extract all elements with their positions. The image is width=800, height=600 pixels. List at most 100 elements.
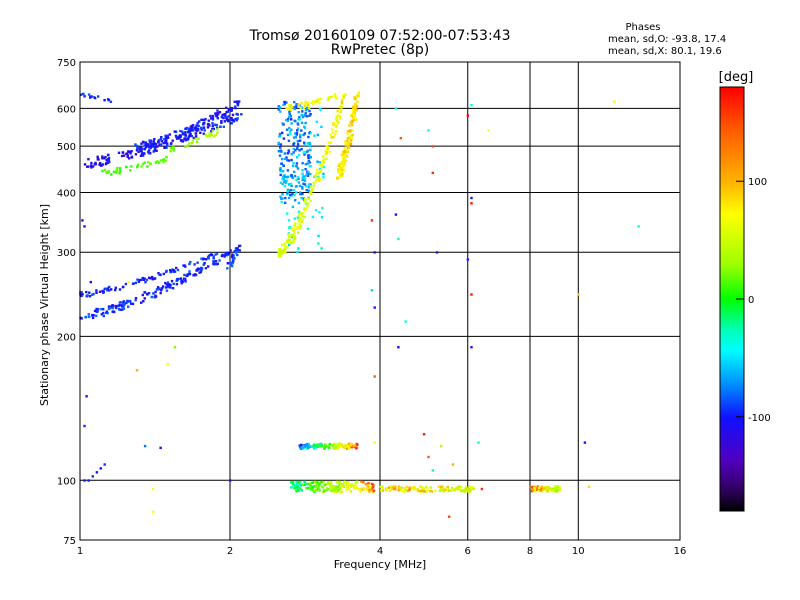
data-point bbox=[338, 117, 342, 120]
data-point bbox=[437, 485, 440, 488]
data-point bbox=[470, 486, 474, 489]
data-point bbox=[101, 289, 104, 293]
data-point bbox=[191, 129, 195, 132]
data-point bbox=[345, 155, 349, 158]
data-point bbox=[283, 157, 287, 161]
data-point bbox=[300, 447, 303, 450]
data-point bbox=[429, 486, 432, 489]
data-point bbox=[175, 283, 179, 286]
data-point bbox=[316, 160, 319, 163]
data-point bbox=[295, 485, 298, 488]
data-point bbox=[305, 443, 308, 446]
data-point bbox=[285, 106, 288, 110]
data-point bbox=[83, 163, 87, 166]
data-point bbox=[143, 291, 146, 294]
data-point bbox=[127, 280, 130, 284]
data-point bbox=[296, 129, 299, 132]
data-point bbox=[291, 164, 295, 168]
data-point bbox=[230, 117, 233, 120]
data-point bbox=[339, 443, 342, 447]
data-point bbox=[194, 126, 197, 129]
data-point bbox=[282, 178, 286, 181]
data-point bbox=[165, 136, 168, 139]
data-point bbox=[462, 488, 466, 492]
data-point bbox=[335, 485, 338, 488]
data-point bbox=[351, 133, 354, 137]
data-point bbox=[195, 129, 199, 132]
data-point bbox=[307, 156, 310, 159]
data-point bbox=[110, 304, 113, 307]
data-point bbox=[364, 483, 367, 486]
data-point bbox=[352, 105, 355, 108]
data-point bbox=[327, 446, 330, 449]
data-point bbox=[216, 128, 219, 131]
data-point bbox=[102, 308, 105, 311]
data-point bbox=[353, 486, 356, 489]
data-point bbox=[303, 153, 306, 156]
data-point bbox=[204, 117, 207, 121]
data-point bbox=[300, 443, 303, 447]
data-point bbox=[205, 135, 209, 138]
data-point bbox=[303, 143, 306, 147]
data-point bbox=[288, 240, 291, 243]
data-point bbox=[354, 482, 357, 485]
data-point bbox=[535, 487, 539, 490]
data-point bbox=[365, 488, 369, 491]
data-point bbox=[211, 114, 215, 118]
data-point bbox=[234, 248, 238, 251]
data-point bbox=[212, 262, 215, 265]
data-point bbox=[315, 168, 319, 171]
data-point bbox=[97, 308, 100, 311]
data-point bbox=[286, 189, 289, 193]
data-point bbox=[227, 108, 231, 112]
data-point bbox=[92, 314, 95, 317]
data-point bbox=[304, 207, 308, 211]
data-point bbox=[225, 117, 229, 121]
data-point bbox=[202, 126, 206, 129]
data-point bbox=[122, 302, 125, 305]
data-point bbox=[159, 291, 162, 295]
data-point bbox=[289, 193, 292, 197]
data-point bbox=[294, 185, 298, 188]
data-point bbox=[290, 122, 293, 125]
x-tick-label: 1 bbox=[77, 546, 83, 557]
data-point bbox=[139, 154, 143, 157]
data-point bbox=[152, 140, 155, 143]
data-point bbox=[95, 289, 98, 292]
data-point bbox=[554, 488, 557, 491]
data-point bbox=[335, 96, 338, 100]
data-point bbox=[355, 487, 358, 490]
data-point bbox=[424, 485, 428, 489]
data-point bbox=[220, 116, 223, 119]
data-point bbox=[223, 255, 226, 258]
data-point bbox=[466, 258, 470, 261]
data-point bbox=[114, 288, 117, 292]
data-point bbox=[422, 433, 426, 436]
data-point bbox=[354, 444, 357, 448]
data-point bbox=[322, 488, 326, 491]
data-point bbox=[280, 250, 284, 253]
data-point bbox=[295, 480, 298, 484]
data-point bbox=[289, 103, 293, 107]
data-point bbox=[349, 136, 352, 139]
data-point bbox=[551, 487, 554, 491]
data-point bbox=[297, 247, 300, 250]
data-point bbox=[290, 481, 293, 484]
data-point bbox=[134, 143, 137, 146]
data-point bbox=[288, 243, 291, 247]
data-point bbox=[372, 484, 375, 487]
data-point bbox=[431, 171, 434, 175]
data-point bbox=[288, 111, 291, 114]
data-point bbox=[294, 222, 297, 225]
data-point bbox=[341, 155, 345, 158]
data-point bbox=[196, 121, 199, 125]
data-point bbox=[318, 443, 321, 447]
data-point bbox=[300, 129, 303, 132]
data-point bbox=[307, 482, 310, 486]
data-point bbox=[187, 127, 190, 130]
data-point bbox=[184, 131, 187, 134]
data-point bbox=[287, 139, 291, 142]
data-point bbox=[342, 165, 345, 168]
data-point bbox=[230, 122, 233, 125]
data-point bbox=[236, 253, 239, 257]
